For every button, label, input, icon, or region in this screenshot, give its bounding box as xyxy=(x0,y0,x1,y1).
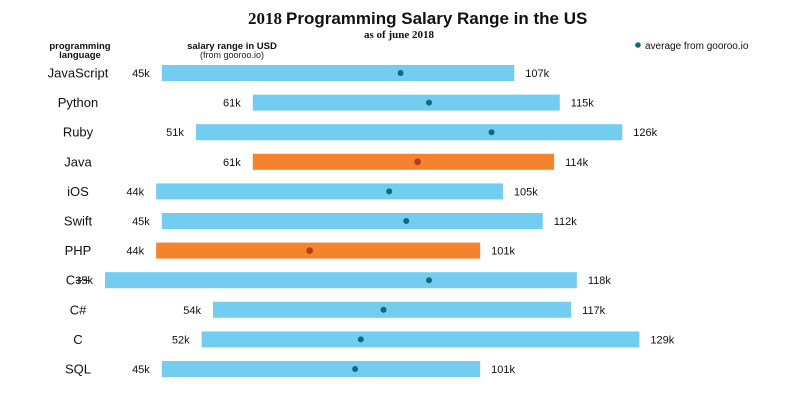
legend: average from gooroo.io xyxy=(635,41,749,52)
language-column-header-line2: language xyxy=(59,50,101,61)
salary-range-bar xyxy=(104,272,577,289)
chart-rows: JavaScript 45k 107k Python 61k 115k Ruby 51k 126… xyxy=(48,65,675,377)
legend-dot-icon xyxy=(635,42,641,48)
chart-title-year: 2018 xyxy=(248,9,282,28)
max-salary-label: 115k xyxy=(571,98,595,110)
row-php: PHP 44k 101k xyxy=(65,242,516,259)
average-salary-dot xyxy=(414,158,422,166)
average-salary-dot xyxy=(380,306,387,313)
category-label: PHP xyxy=(65,243,92,258)
min-salary-label: 44k xyxy=(126,186,144,198)
row-csharp: C# 54k 117k xyxy=(70,301,606,318)
language-column-header: programming xyxy=(49,41,110,52)
min-salary-label: 45k xyxy=(132,216,150,228)
row-sql: SQL 45k 101k xyxy=(65,361,516,377)
category-label: Java xyxy=(64,154,92,169)
salary-range-bar xyxy=(156,183,503,200)
category-label: Swift xyxy=(64,214,93,229)
max-salary-label: 101k xyxy=(491,364,515,376)
max-salary-label: 117k xyxy=(582,305,606,317)
legend-label: average from gooroo.io xyxy=(645,41,749,52)
average-salary-dot xyxy=(397,70,404,76)
row-c: C 52k 129k xyxy=(73,331,675,348)
row-java: Java 61k 114k xyxy=(64,153,589,170)
salary-range-bar xyxy=(212,301,572,318)
average-salary-dot xyxy=(386,188,393,195)
min-salary-label: 45k xyxy=(132,68,150,80)
min-salary-label: 61k xyxy=(223,157,241,169)
salary-range-bar xyxy=(161,65,515,81)
min-salary-label: 52k xyxy=(172,334,190,346)
max-salary-label: 126k xyxy=(633,127,657,139)
category-label: iOS xyxy=(67,184,89,199)
max-salary-label: 105k xyxy=(514,186,538,198)
average-salary-dot xyxy=(306,247,314,255)
min-salary-label: 45k xyxy=(132,364,150,376)
max-salary-label: 114k xyxy=(565,157,589,169)
average-salary-dot xyxy=(488,129,495,136)
average-salary-dot xyxy=(426,277,433,284)
salary-range-bar xyxy=(161,361,481,377)
min-salary-label: 51k xyxy=(166,127,184,139)
category-label: SQL xyxy=(65,362,91,377)
category-label: Ruby xyxy=(63,125,94,140)
category-label: C# xyxy=(70,302,87,317)
chart-title: Programming Salary Range in the US xyxy=(286,9,587,28)
max-salary-label: 101k xyxy=(491,246,515,258)
average-salary-dot xyxy=(403,218,410,224)
max-salary-label: 107k xyxy=(525,68,549,80)
salary-range-bar xyxy=(156,242,481,259)
row-cplusplus: C++35k 118k xyxy=(66,272,612,289)
chart-subtitle: as of june 2018 xyxy=(364,29,434,41)
min-salary-label: 61k xyxy=(223,98,241,110)
row-javascript: JavaScript 45k 107k xyxy=(48,65,550,81)
salary-range-bar xyxy=(201,331,640,348)
salary-column-source: (from gooroo.io) xyxy=(200,50,264,60)
row-swift: Swift 45k 112k xyxy=(64,213,577,229)
average-salary-dot xyxy=(357,336,364,343)
category-label: JavaScript xyxy=(48,66,109,81)
column-headers: programming language salary range in USD… xyxy=(49,41,277,61)
min-salary-label: 44k xyxy=(126,246,144,258)
salary-column-header: salary range in USD xyxy=(187,41,277,52)
row-python: Python 61k 115k xyxy=(58,94,595,111)
min-salary-label: 35k xyxy=(75,275,93,287)
row-ios: iOS 44k 105k xyxy=(67,183,538,200)
salary-range-bar xyxy=(252,153,555,170)
row-ruby: Ruby 51k 126k xyxy=(63,124,658,141)
max-salary-label: 112k xyxy=(554,216,578,228)
salary-range-bar xyxy=(161,213,543,229)
salary-range-bar xyxy=(195,124,623,141)
max-salary-label: 118k xyxy=(588,275,612,287)
chart-header: 2018 Programming Salary Range in the US … xyxy=(248,9,587,41)
category-label: C xyxy=(73,332,82,347)
category-label: C++ xyxy=(66,273,91,288)
average-salary-dot xyxy=(352,366,359,372)
min-salary-label: 54k xyxy=(183,305,201,317)
max-salary-label: 129k xyxy=(650,334,674,346)
category-label: Python xyxy=(58,95,98,110)
average-salary-dot xyxy=(426,99,433,106)
salary-range-bar xyxy=(252,94,560,111)
